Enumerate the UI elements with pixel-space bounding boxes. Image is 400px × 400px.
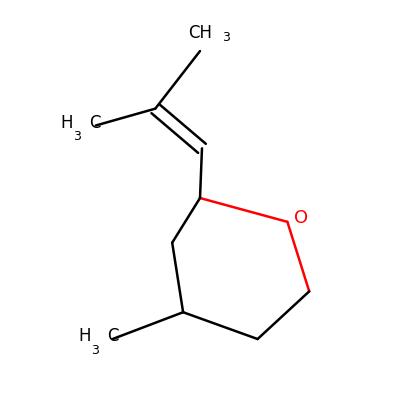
Text: C: C bbox=[107, 327, 118, 345]
Text: 3: 3 bbox=[222, 31, 230, 44]
Text: 3: 3 bbox=[73, 130, 81, 144]
Text: H: H bbox=[78, 327, 91, 345]
Text: CH: CH bbox=[188, 24, 212, 42]
Text: H: H bbox=[60, 114, 73, 132]
Text: C: C bbox=[89, 114, 100, 132]
Text: O: O bbox=[294, 209, 308, 227]
Text: 3: 3 bbox=[91, 344, 99, 357]
